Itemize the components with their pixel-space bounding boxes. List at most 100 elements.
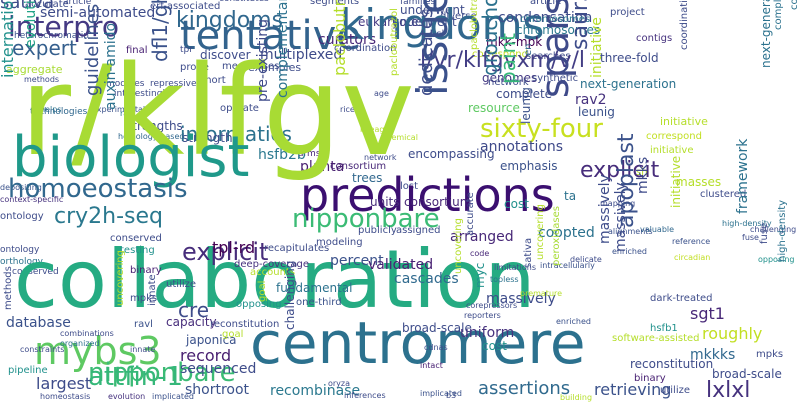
word: sgt1 [690,304,725,323]
word: high-density [777,199,788,262]
word: network [488,77,529,88]
word: strengths [182,131,239,145]
word: sativa [0,0,55,13]
word: repressive [150,79,197,89]
word: sativa [523,237,534,268]
word: oryza [328,379,351,388]
word: binary [130,265,162,276]
word: searches [526,51,571,62]
word: clustered [700,189,747,200]
word: massively [597,174,613,244]
word: alignments [608,227,653,236]
word: premature [520,289,563,298]
word: corepressors [466,301,518,310]
word: age [374,89,389,98]
word: cascades [394,271,459,287]
word: article [530,0,562,7]
word: evolution [108,392,146,401]
word: modeling [316,237,363,248]
word: annotations [480,139,564,155]
word: hsl [430,29,445,40]
word: saur36 [568,0,593,50]
word: mkkks [690,347,736,363]
word: tentative [180,13,361,59]
word: curators [318,32,377,48]
word: pre-existing [255,19,271,102]
word: shortroot [185,382,250,398]
word: informatics [180,122,292,146]
word: chromosomes [516,23,601,37]
word: predictions [300,168,555,222]
word: opposing [758,255,795,264]
word: coopted [538,225,595,241]
word: myc [473,262,487,288]
word: initiative [660,115,708,128]
word: ontology [0,211,44,222]
word: complementary [789,0,800,10]
word: mpks [756,349,784,360]
word: implicated [152,392,194,401]
word: complementary [773,0,784,30]
word: orthology [0,257,43,267]
word: intracellularly [540,261,595,270]
word: modules [106,79,145,89]
word: en [523,43,534,57]
word: depositing [0,183,42,192]
word: experimentally [92,105,153,114]
word: technologies [30,107,88,117]
word: rav2 [575,92,607,108]
word: kingdoms [340,0,545,49]
word: binary [634,373,666,384]
word: building [560,393,593,402]
word: leunig [578,105,615,119]
word: pipeline [8,365,48,376]
word: circadian [674,253,711,262]
word: underwent [392,15,457,29]
word: innate [147,274,158,306]
word: accurate [25,0,69,10]
word: guidelines [82,3,103,96]
word: homeostasis [40,392,91,401]
word: database [6,315,71,331]
word: diverse [440,11,477,22]
word: uncovering [115,250,126,306]
word: innate [130,345,156,354]
word: deep-coverage [234,259,310,270]
word: attfin-1 [88,362,184,392]
word: lineage [360,125,390,134]
word: cry2h-seq [54,204,164,229]
word: assertions [478,378,571,399]
word: combinations [60,329,114,338]
word: fuse [742,233,759,242]
word: enriched [556,317,591,326]
word: high-density [722,219,772,228]
word: centromere [250,309,586,377]
word: arranged [450,229,514,245]
word: aggregate [6,63,63,76]
word: coordination [679,0,690,50]
word: complete [496,87,553,101]
word: context-specific [0,195,64,204]
word: r/klfgv [20,40,415,184]
word: capacity [166,315,217,329]
word: tpr [180,45,193,55]
word: ontology [0,245,40,255]
word: cost [482,339,507,353]
word: next-generation [759,0,773,68]
word: challenging [750,225,797,234]
word: peroxidases [551,206,562,266]
word: homology-based [118,132,185,141]
word: uncovering [453,218,464,274]
word: framework [735,138,751,214]
word: code [470,249,490,258]
word: operate [220,103,259,114]
word: uncovering [535,204,546,260]
word: conserved [12,267,59,277]
word: collaboration [14,233,536,326]
word: publicly [358,225,397,236]
word: strengths [126,119,183,133]
word: conserved [110,233,162,244]
word: probe [180,62,209,73]
word: helps [40,105,62,114]
word: erf-associated [150,1,221,12]
